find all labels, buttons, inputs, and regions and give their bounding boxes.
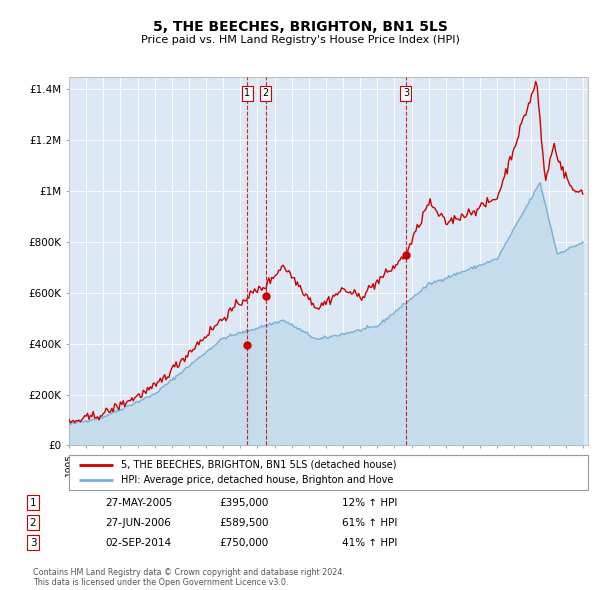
Text: 27-JUN-2006: 27-JUN-2006 — [105, 518, 171, 527]
Text: 61% ↑ HPI: 61% ↑ HPI — [342, 518, 397, 527]
Text: 1: 1 — [244, 88, 250, 99]
Text: HPI: Average price, detached house, Brighton and Hove: HPI: Average price, detached house, Brig… — [121, 476, 393, 486]
Text: 12% ↑ HPI: 12% ↑ HPI — [342, 498, 397, 507]
Text: 5, THE BEECHES, BRIGHTON, BN1 5LS: 5, THE BEECHES, BRIGHTON, BN1 5LS — [152, 19, 448, 34]
Text: 3: 3 — [403, 88, 409, 99]
Text: £395,000: £395,000 — [219, 498, 268, 507]
Text: £750,000: £750,000 — [219, 538, 268, 548]
Text: 2: 2 — [29, 518, 37, 527]
Text: Price paid vs. HM Land Registry's House Price Index (HPI): Price paid vs. HM Land Registry's House … — [140, 35, 460, 45]
FancyBboxPatch shape — [69, 455, 588, 490]
Text: 2: 2 — [263, 88, 269, 99]
Text: Contains HM Land Registry data © Crown copyright and database right 2024.: Contains HM Land Registry data © Crown c… — [33, 568, 345, 577]
Text: £589,500: £589,500 — [219, 518, 269, 527]
Text: 3: 3 — [29, 538, 37, 548]
Text: 27-MAY-2005: 27-MAY-2005 — [105, 498, 172, 507]
Text: 02-SEP-2014: 02-SEP-2014 — [105, 538, 171, 548]
Text: This data is licensed under the Open Government Licence v3.0.: This data is licensed under the Open Gov… — [33, 578, 289, 587]
Text: 1: 1 — [29, 498, 37, 507]
Text: 41% ↑ HPI: 41% ↑ HPI — [342, 538, 397, 548]
Text: 5, THE BEECHES, BRIGHTON, BN1 5LS (detached house): 5, THE BEECHES, BRIGHTON, BN1 5LS (detac… — [121, 460, 397, 470]
